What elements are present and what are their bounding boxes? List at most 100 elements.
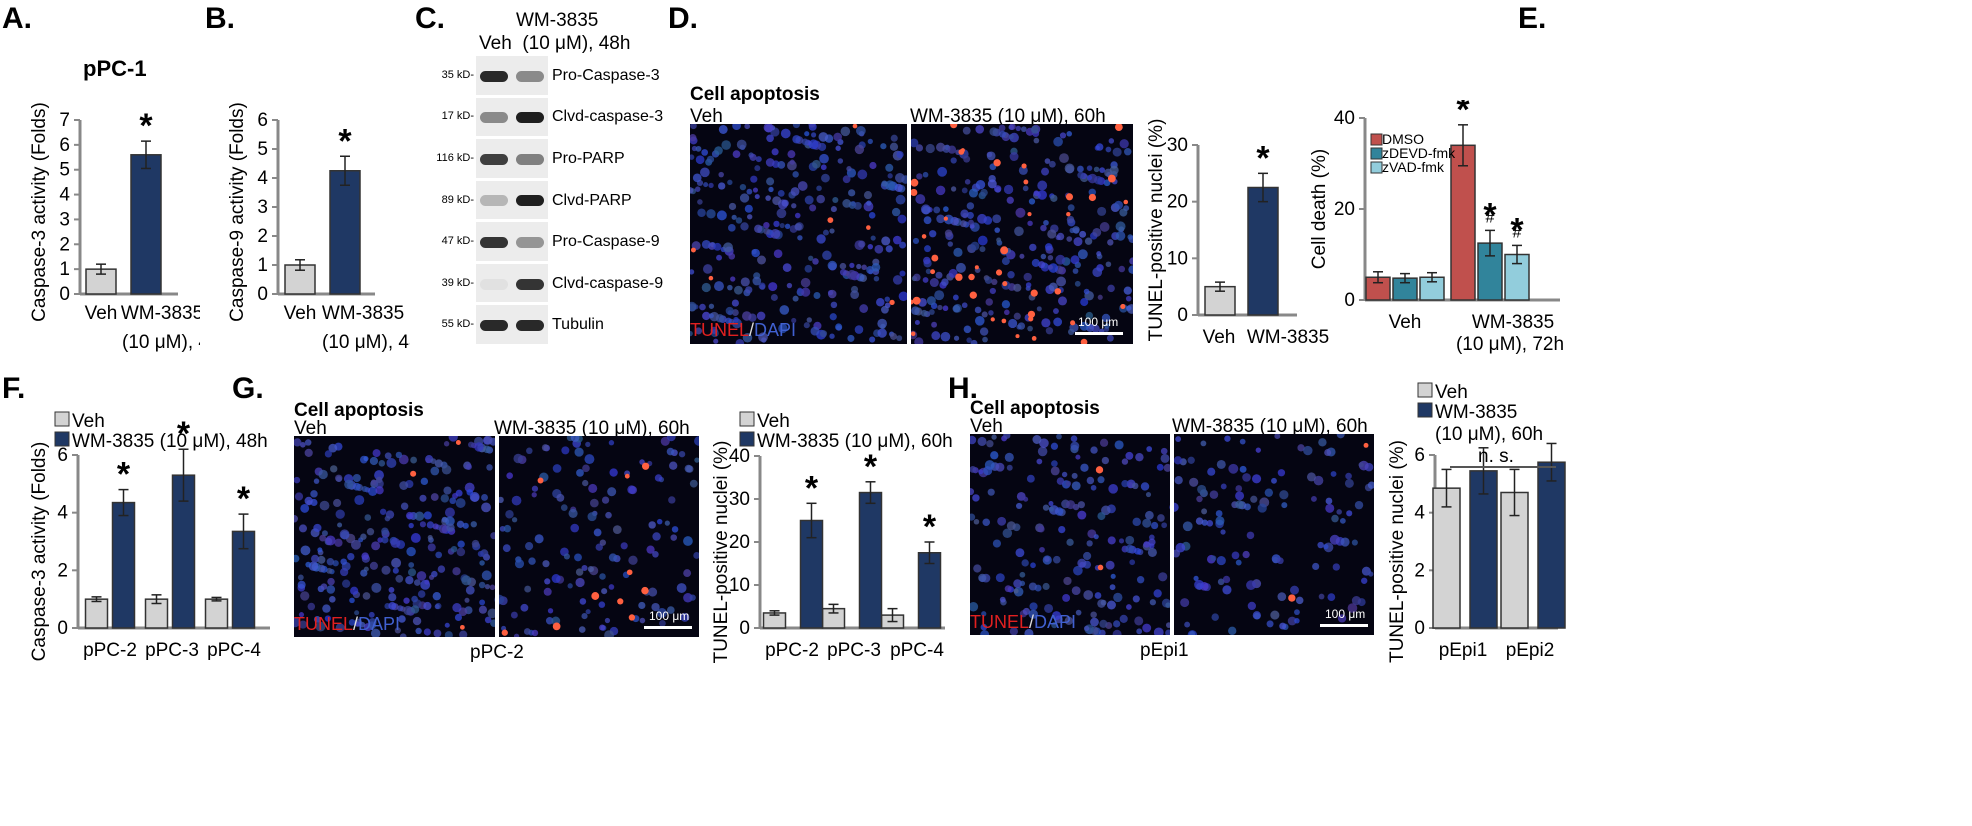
nucleus <box>1149 599 1157 606</box>
nucleus <box>683 593 693 603</box>
nucleus <box>443 441 450 447</box>
nucleus <box>1118 538 1125 544</box>
nucleus <box>570 436 580 442</box>
nucleus <box>461 575 472 586</box>
x-tick-label: Veh <box>85 303 118 324</box>
nucleus <box>503 524 512 533</box>
nucleus <box>929 230 937 238</box>
tunel-positive-nucleus <box>410 470 417 477</box>
significance-star: * <box>923 508 937 546</box>
x-tick-label: Veh <box>1203 327 1236 348</box>
nucleus <box>730 276 736 282</box>
nucleus <box>842 175 851 184</box>
x-tick-label: pEpi2 <box>1506 640 1555 661</box>
nucleus <box>567 583 573 589</box>
significance-star: * <box>139 107 153 145</box>
nucleus <box>349 597 355 604</box>
nucleus <box>777 189 785 197</box>
nucleus <box>1088 188 1096 196</box>
nucleus <box>379 508 387 515</box>
nucleus <box>855 125 866 136</box>
nucleus <box>1121 458 1129 465</box>
nucleus <box>1044 556 1050 562</box>
nucleus <box>806 317 812 323</box>
nucleus <box>735 338 745 344</box>
bar <box>85 268 117 295</box>
blot-band-veh <box>480 237 508 249</box>
nucleus <box>1136 628 1143 635</box>
nucleus <box>1105 560 1115 570</box>
nucleus <box>757 255 766 265</box>
significance-hash: # <box>1486 209 1495 226</box>
nucleus <box>718 171 724 178</box>
nucleus <box>468 441 475 448</box>
nucleus <box>856 263 862 270</box>
nucleus <box>414 511 425 521</box>
nucleus <box>417 590 426 598</box>
nucleus <box>1093 166 1100 173</box>
nucleus <box>754 194 760 200</box>
nucleus <box>1023 272 1032 282</box>
nucleus <box>666 606 675 614</box>
nucleus <box>693 551 699 559</box>
nucleus <box>313 523 322 533</box>
tunel-positive-nucleus <box>690 247 696 253</box>
nucleus <box>765 158 775 167</box>
nucleus <box>298 612 305 618</box>
nucleus <box>1217 578 1225 586</box>
nucleus <box>931 331 941 341</box>
nucleus <box>384 515 391 522</box>
panel-h-scale-label: 100 μm <box>1325 607 1366 621</box>
panel-d-micrograph: TUNEL/DAPI 100 μm <box>690 124 1133 344</box>
nucleus <box>1071 472 1078 479</box>
tunel-positive-nucleus <box>1095 466 1104 474</box>
nucleus <box>747 214 753 220</box>
nucleus <box>745 286 753 294</box>
nucleus <box>328 443 338 453</box>
nucleus <box>970 513 976 521</box>
nucleus <box>364 514 372 521</box>
nucleus <box>1347 603 1358 613</box>
nucleus <box>294 515 299 523</box>
nucleus <box>848 189 856 197</box>
nucleus <box>896 150 904 159</box>
nucleus <box>465 463 472 470</box>
nucleus <box>1132 595 1140 603</box>
nucleus <box>1107 284 1115 293</box>
nucleus <box>1047 254 1054 261</box>
nucleus <box>812 159 821 169</box>
y-tick-label: 3 <box>59 209 70 230</box>
panel-divider <box>1170 434 1174 635</box>
nucleus <box>1354 500 1364 510</box>
nucleus <box>347 552 355 561</box>
nucleus <box>1125 451 1134 460</box>
blot-band-veh <box>480 320 508 332</box>
nucleus <box>1228 463 1239 474</box>
nucleus <box>1028 582 1037 591</box>
nucleus <box>766 177 775 186</box>
y-tick-label: 20 <box>729 532 750 553</box>
nucleus <box>300 545 311 556</box>
tunel-positive-nucleus <box>993 159 1001 167</box>
nucleus <box>1251 474 1262 484</box>
nucleus <box>300 504 310 513</box>
nucleus <box>847 334 855 342</box>
nucleus <box>1001 300 1011 309</box>
nucleus <box>1092 227 1102 237</box>
y-tick-label: 5 <box>59 160 70 181</box>
nucleus <box>587 566 594 573</box>
western-blot <box>476 56 548 347</box>
significance-star: * <box>805 469 819 507</box>
significance-star: * <box>1483 196 1497 234</box>
nucleus <box>294 492 304 501</box>
nucleus <box>426 521 435 529</box>
molecular-weight-label: 39 kD- <box>441 276 474 289</box>
nucleus <box>1062 593 1071 602</box>
nucleus <box>980 188 988 197</box>
nucleus <box>1114 200 1124 210</box>
nucleus <box>1189 631 1196 635</box>
panel-d-scale-bar <box>1075 332 1123 335</box>
nucleus <box>791 317 797 324</box>
nucleus <box>887 173 893 179</box>
